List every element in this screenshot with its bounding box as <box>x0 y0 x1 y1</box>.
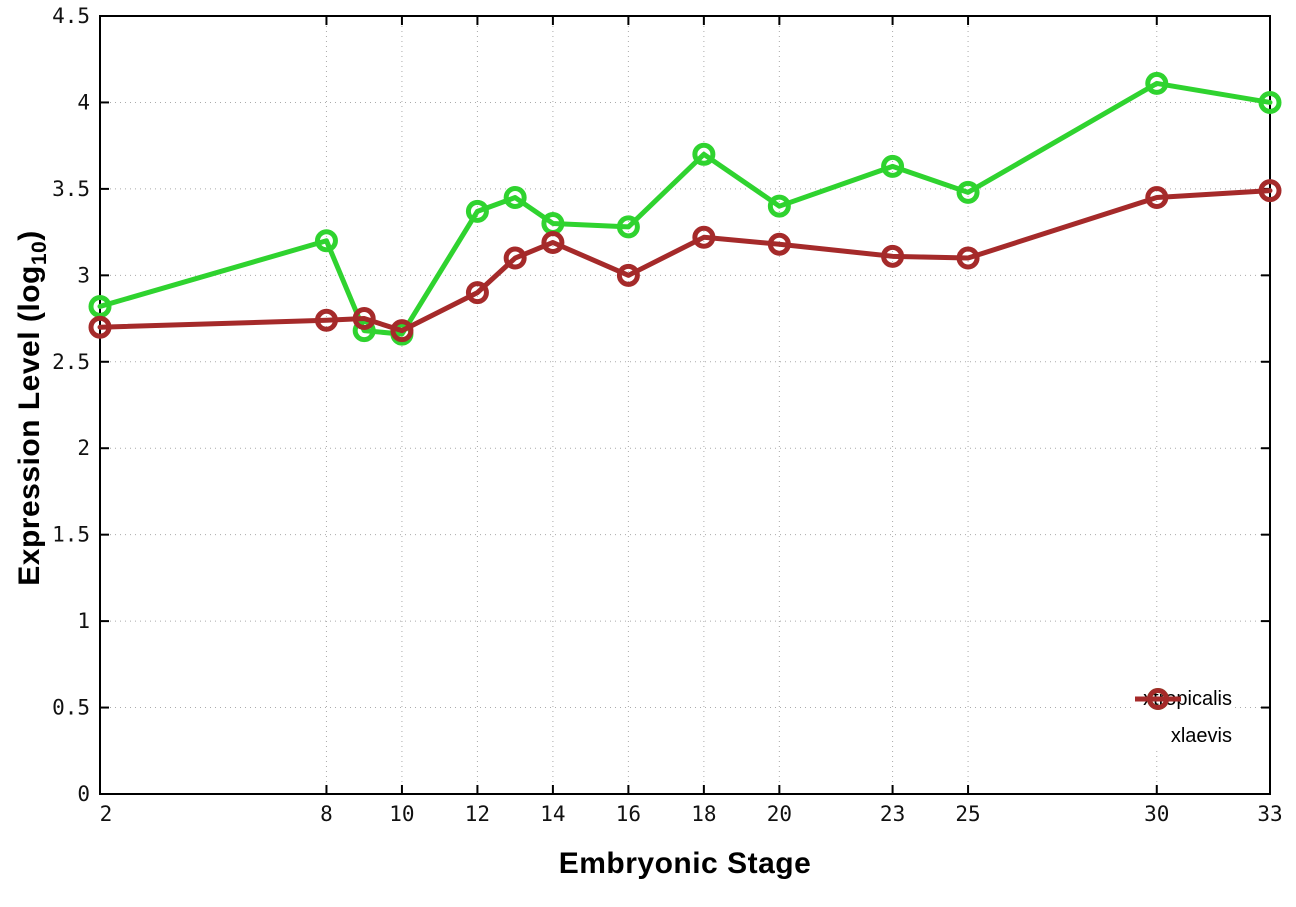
legend-label-xlaevis: xlaevis <box>1170 724 1232 747</box>
x-tick-label: 20 <box>767 802 792 826</box>
data-point-xtropicalis <box>88 294 112 318</box>
x-tick-label: 14 <box>540 802 565 826</box>
data-point-xtropicalis <box>956 180 980 204</box>
data-point-xlaevis <box>1145 186 1169 210</box>
y-tick-label: 1.5 <box>52 523 90 547</box>
y-tick-label: 4.5 <box>52 4 90 28</box>
x-tick-label: 12 <box>465 802 490 826</box>
data-point-xlaevis <box>541 230 565 254</box>
x-tick-label: 30 <box>1144 802 1169 826</box>
data-point-xlaevis <box>881 244 905 268</box>
data-point-xlaevis <box>616 263 640 287</box>
x-tick-label: 8 <box>320 802 333 826</box>
x-tick-label: 18 <box>691 802 716 826</box>
x-tick-label: 16 <box>616 802 641 826</box>
y-tick-label: 1 <box>77 609 90 633</box>
xlaevis-legend-marker-icon <box>1135 688 1182 710</box>
x-tick-label: 10 <box>389 802 414 826</box>
y-tick-label: 3.5 <box>52 177 90 201</box>
y-axis-title-close: ) <box>13 230 46 241</box>
data-point-xlaevis <box>503 246 527 270</box>
data-point-xtropicalis <box>692 142 716 166</box>
series-line-xtropicalis <box>97 80 1273 337</box>
data-point-xlaevis <box>465 281 489 305</box>
series-line-xlaevis <box>97 188 1273 334</box>
y-axis-title: Expression Level (log10) <box>13 230 51 586</box>
x-tick-label: 33 <box>1257 802 1282 826</box>
data-point-xlaevis <box>1258 179 1282 203</box>
data-point-xtropicalis <box>314 229 338 253</box>
data-point-xlaevis <box>88 315 112 339</box>
data-point-xlaevis <box>956 246 980 270</box>
data-point-xlaevis <box>314 308 338 332</box>
data-point-xtropicalis <box>352 319 376 343</box>
x-tick-label: 2 <box>100 802 113 826</box>
data-point-xtropicalis <box>881 154 905 178</box>
data-point-xtropicalis <box>767 194 791 218</box>
x-axis-title: Embryonic Stage <box>558 847 812 880</box>
x-tick-label: 25 <box>955 802 980 826</box>
y-axis-title-text: Expression Level (log <box>13 265 46 586</box>
y-tick-label: 2 <box>77 436 90 460</box>
data-point-xlaevis <box>352 307 376 331</box>
data-point-xtropicalis <box>503 186 527 210</box>
plot-border <box>99 15 1271 795</box>
data-point-xtropicalis <box>616 215 640 239</box>
data-point-xlaevis <box>692 225 716 249</box>
y-tick-label: 4 <box>77 90 90 114</box>
legend-entry-xlaevis: xlaevis <box>1135 688 1232 749</box>
data-point-xtropicalis <box>465 199 489 223</box>
y-tick-label: 0 <box>77 782 90 806</box>
y-tick-label: 3 <box>77 263 90 287</box>
data-point-xlaevis <box>767 232 791 256</box>
data-point-xtropicalis <box>1258 90 1282 114</box>
y-tick-label: 2.5 <box>52 350 90 374</box>
legend: xtropicalis xlaevis <box>1135 686 1232 749</box>
y-tick-label: 0.5 <box>52 696 90 720</box>
y-axis-title-subscript: 10 <box>28 240 51 266</box>
x-tick-label: 23 <box>880 802 905 826</box>
data-point-xtropicalis <box>1145 71 1169 95</box>
data-point-xlaevis <box>390 319 414 343</box>
